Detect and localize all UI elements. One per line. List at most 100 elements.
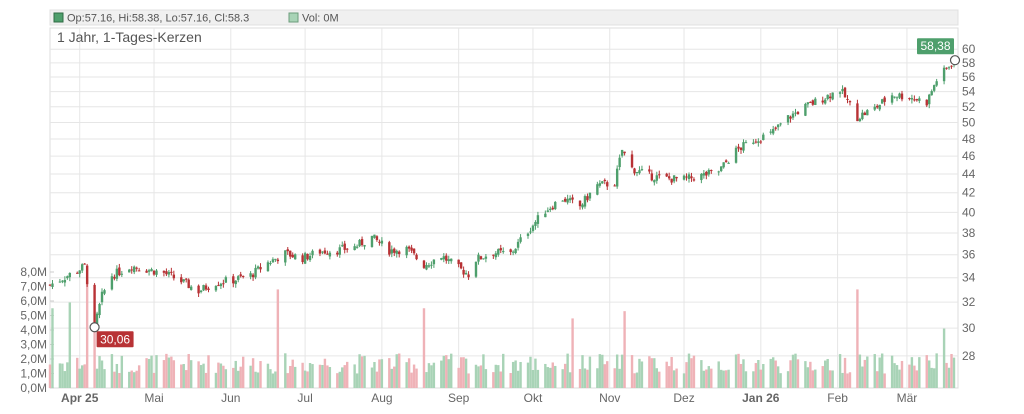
candle-body xyxy=(876,105,879,108)
volume-bar xyxy=(554,365,557,388)
candle-body xyxy=(824,99,827,104)
candle-body xyxy=(115,268,119,279)
price-tick-label: 50 xyxy=(962,116,976,130)
volume-tick-label: 8,0M xyxy=(20,265,47,279)
candle-body xyxy=(883,97,886,102)
candle-body xyxy=(942,67,946,82)
volume-bar xyxy=(266,363,270,388)
volume-bar xyxy=(724,370,728,388)
candle-body xyxy=(794,112,797,114)
candle-body xyxy=(370,235,374,247)
candle-body xyxy=(78,270,81,274)
volume-bar xyxy=(863,359,867,388)
candle-body xyxy=(137,270,141,272)
price-candles xyxy=(48,60,956,326)
candle-body xyxy=(308,255,312,261)
candle-body xyxy=(237,276,240,280)
candle-body xyxy=(846,98,849,100)
volume-bar xyxy=(848,372,852,388)
candle-body xyxy=(269,263,272,265)
volume-bar xyxy=(932,368,936,388)
volume-bar xyxy=(824,360,827,388)
volume-bar xyxy=(494,364,498,388)
volume-bar xyxy=(658,371,661,388)
volume-bar xyxy=(638,358,641,388)
x-tick-label: Okt xyxy=(524,391,543,405)
candle-body xyxy=(199,290,203,293)
ohlc-legend-swatch xyxy=(53,12,64,23)
candle-body xyxy=(259,267,262,270)
volume-bar xyxy=(707,366,711,388)
volume-bar xyxy=(135,370,138,388)
volume-bar xyxy=(274,371,277,388)
volume-bar xyxy=(856,289,859,388)
candle-body xyxy=(719,166,723,172)
volume-bar xyxy=(606,361,609,388)
volume-bar xyxy=(519,362,522,388)
volume-bar xyxy=(739,363,743,388)
candle-body xyxy=(648,169,651,172)
volume-bar xyxy=(289,365,292,388)
volume-bar xyxy=(685,362,688,388)
volume-bar xyxy=(880,353,884,388)
volume-legend-label: Vol: 0M xyxy=(302,13,339,25)
header-background xyxy=(49,9,959,26)
candle-body xyxy=(303,253,307,264)
volume-bar xyxy=(66,362,69,388)
volume-bar xyxy=(672,370,676,388)
candle-body xyxy=(863,112,867,116)
candle-body xyxy=(561,200,564,202)
volume-bar xyxy=(635,372,639,388)
candle-body xyxy=(514,248,517,254)
volume-bar xyxy=(185,370,188,388)
candle-body xyxy=(710,170,713,172)
candle-body xyxy=(786,115,790,123)
candle-body xyxy=(516,241,520,248)
candle-body xyxy=(405,246,408,256)
candle-body xyxy=(779,123,782,125)
volume-bar xyxy=(613,368,616,388)
value-markers: 58,38 30,06 xyxy=(89,38,961,348)
candle-body xyxy=(658,174,661,176)
candle-body xyxy=(427,265,431,267)
volume-bar xyxy=(670,356,673,388)
volume-bar xyxy=(254,371,257,388)
volume-bar xyxy=(133,372,136,388)
candle-body xyxy=(254,267,257,278)
candle-body xyxy=(774,127,777,129)
volume-tick-label: 4,0M xyxy=(20,323,47,337)
volume-bar xyxy=(241,356,245,388)
candle-body xyxy=(338,247,341,255)
candle-body xyxy=(346,248,349,250)
volume-bar xyxy=(744,371,748,388)
volume-bar xyxy=(561,369,564,388)
candle-body xyxy=(546,210,550,212)
x-tick-label: Jun xyxy=(221,391,240,405)
volume-bar xyxy=(199,365,203,388)
volume-tick-label: 1,0M xyxy=(20,367,47,381)
volume-bar xyxy=(80,365,84,388)
candle-body xyxy=(613,185,616,187)
volume-bar xyxy=(596,368,599,388)
candle-body xyxy=(306,253,309,260)
candle-body xyxy=(772,129,775,134)
volume-bar xyxy=(239,366,242,388)
candle-body xyxy=(878,104,881,110)
candle-body xyxy=(667,176,671,179)
candle-body xyxy=(705,171,708,176)
candle-body xyxy=(551,207,554,210)
volume-bar xyxy=(118,373,121,388)
volume-bar xyxy=(910,357,914,388)
volume-bar xyxy=(249,365,252,388)
volume-bar xyxy=(390,368,393,388)
volume-bar xyxy=(98,356,101,388)
chart-title: 1 Jahr, 1-Tages-Kerzen xyxy=(57,29,202,45)
low-value-label: 30,06 xyxy=(100,332,130,346)
candle-body xyxy=(100,291,104,303)
candle-body xyxy=(809,101,812,103)
volume-bar xyxy=(717,361,720,388)
x-tick-label: Jul xyxy=(297,391,312,405)
volume-bar xyxy=(568,372,572,388)
volume-bar xyxy=(328,367,332,388)
candle-body xyxy=(915,99,919,101)
